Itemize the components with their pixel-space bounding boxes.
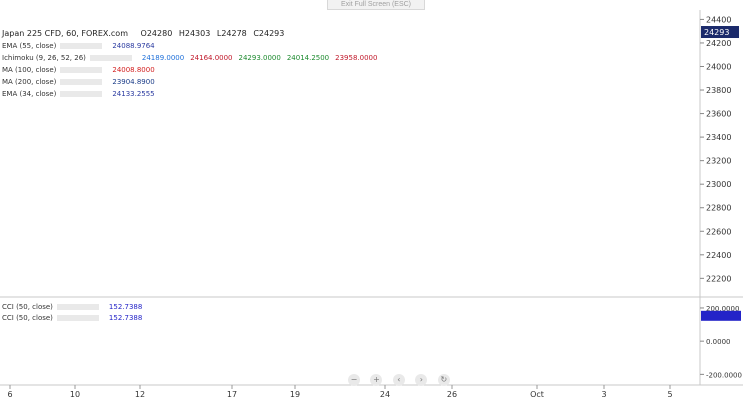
y-tick-label: 24400 (706, 15, 731, 24)
cci-tick-label: -200.0000 (706, 371, 742, 379)
x-tick-label: Oct (530, 390, 544, 399)
y-tick-label: 23200 (706, 157, 731, 166)
last-price-tag (701, 26, 739, 39)
legend-ema55[interactable]: EMA (55, close) 24088.9764 (2, 42, 155, 51)
legend-cci-1[interactable]: CCI (50, close) 152.7388 (2, 303, 142, 312)
indicator-value: 24133.2555 (112, 90, 155, 98)
high-value: H24303 (178, 29, 211, 38)
indicator-label: Ichimoku (9, 26, 52, 26) (2, 54, 86, 62)
y-tick-label: 24000 (706, 62, 731, 71)
chart-title-row: Japan 225 CFD, 60, FOREX.com O24280 H243… (2, 29, 288, 38)
y-tick-label: 22400 (706, 251, 731, 260)
legend-cci-2[interactable]: CCI (50, close) 152.7388 (2, 314, 142, 323)
indicator-controls[interactable] (56, 304, 99, 310)
y-tick-label: 24200 (706, 39, 731, 48)
x-tick-label: 17 (227, 390, 237, 399)
x-tick-label: 6 (7, 390, 12, 399)
y-tick-label: 23800 (706, 86, 731, 95)
chart-navigation: − + ‹ › ↻ (348, 369, 456, 386)
zoom-in-icon[interactable]: + (370, 374, 383, 386)
y-tick-label: 23400 (706, 133, 731, 142)
y-tick-label: 23000 (706, 180, 731, 189)
y-tick-label: 22200 (706, 274, 731, 283)
cci-tick-label: 200.0000 (706, 305, 739, 313)
indicator-value: 152.7388 (108, 303, 143, 311)
indicator-controls[interactable] (56, 315, 99, 321)
legend-ema34[interactable]: EMA (34, close) 24133.2555 (2, 90, 155, 99)
y-tick-label: 22600 (706, 227, 731, 236)
x-tick-label: 10 (70, 390, 80, 399)
legend-ma100[interactable]: MA (100, close) 24008.8000 (2, 66, 155, 75)
indicator-label: CCI (50, close) (2, 314, 53, 322)
zoom-out-icon[interactable]: − (348, 374, 360, 386)
scroll-left-icon[interactable]: ‹ (392, 374, 405, 386)
ohlc-readout: O24280 H24303 L24278 C24293 (141, 29, 289, 38)
indicator-controls[interactable] (60, 91, 103, 97)
x-tick-label: 24 (380, 390, 390, 399)
indicator-controls[interactable] (60, 67, 103, 73)
indicator-value: 24293.0000 (238, 54, 281, 62)
low-value: L24278 (216, 29, 247, 38)
indicator-label: CCI (50, close) (2, 303, 53, 311)
x-tick-label: 12 (135, 390, 145, 399)
last-price-label: 24293 (704, 28, 729, 37)
indicator-value: 24189.0000 (141, 54, 185, 62)
x-tick-label: 19 (290, 390, 300, 399)
indicator-controls[interactable] (89, 55, 132, 61)
indicator-controls[interactable] (60, 79, 103, 85)
indicator-value: 23958.0000 (335, 54, 378, 62)
indicator-controls[interactable] (60, 43, 103, 49)
cci-tick-label: 0.0000 (706, 338, 731, 346)
x-tick-label: 3 (601, 390, 606, 399)
indicator-value: 24014.2500 (286, 54, 330, 62)
indicator-value: 24164.0000 (190, 54, 233, 62)
indicator-value: 24008.8000 (112, 66, 155, 74)
indicator-label: EMA (34, close) (2, 90, 57, 98)
scroll-right-icon[interactable]: › (415, 374, 428, 386)
indicator-value: 23904.8900 (112, 78, 155, 86)
y-tick-label: 23600 (706, 110, 731, 119)
reset-icon[interactable]: ↻ (437, 374, 450, 386)
cci-last-tag (701, 310, 741, 321)
legend-ma200[interactable]: MA (200, close) 23904.8900 (2, 78, 155, 87)
indicator-label: MA (200, close) (2, 78, 57, 86)
y-tick-label: 22800 (706, 204, 731, 213)
legend-ichimoku[interactable]: Ichimoku (9, 26, 52, 26) 24189.0000 24164.… (2, 54, 377, 63)
indicator-value: 152.7388 (108, 314, 143, 322)
exit-fullscreen-button[interactable]: Exit Full Screen (ESC) (327, 0, 425, 10)
x-tick-label: 26 (447, 390, 457, 399)
indicator-label: EMA (55, close) (2, 42, 57, 50)
close-value: C24293 (253, 29, 285, 38)
x-tick-label: 5 (667, 390, 672, 399)
indicator-label: MA (100, close) (2, 66, 57, 74)
symbol-title[interactable]: Japan 225 CFD, 60, FOREX.com (2, 29, 128, 38)
open-value: O24280 (140, 29, 173, 38)
indicator-value: 24088.9764 (112, 42, 155, 50)
